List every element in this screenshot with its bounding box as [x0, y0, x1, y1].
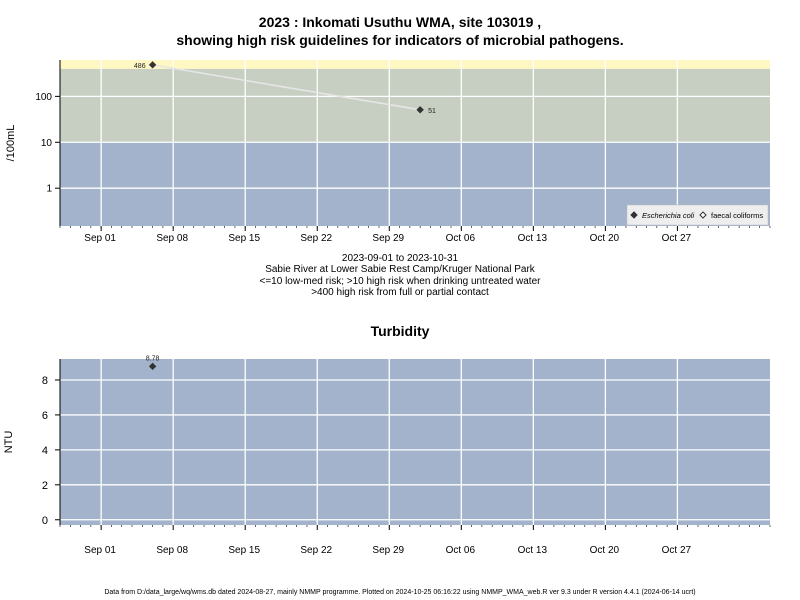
x-tick-label: Sep 22 [300, 545, 332, 556]
caption-site: Sabie River at Lower Sabie Rest Camp/Kru… [265, 264, 535, 275]
y-tick-label: 0 [42, 515, 48, 527]
x-tick-label: Oct 27 [662, 233, 692, 244]
x-tick-label: Oct 06 [446, 233, 476, 244]
caption-risk-contact: >400 high risk from full or partial cont… [311, 287, 489, 298]
legend-box [626, 204, 769, 226]
data-label: 51 [428, 108, 436, 115]
x-tick-label: Oct 20 [590, 233, 620, 244]
microbial-chart: 1 10 100/100mL Sep 01 Sep 08 Sep 15 Sep 22 Sep … [5, 60, 771, 244]
y-tick-label: 4 [42, 445, 48, 457]
x-tick-label: Oct 13 [518, 545, 548, 556]
y-tick-label: 1 [46, 184, 52, 195]
risk-band [60, 68, 770, 143]
data-label: 486 [134, 63, 146, 70]
y-tick-label: 8 [42, 375, 48, 387]
legend: Escherichia coli faecal coliforms [626, 204, 769, 226]
x-tick-label: Sep 15 [228, 545, 260, 556]
x-tick-label: Oct 20 [590, 545, 620, 556]
x-tick-label: Sep 15 [228, 233, 260, 244]
chart-title-line1: 2023 : Inkomati Usuthu WMA, site 103019 … [258, 14, 542, 30]
x-tick-label: Sep 29 [372, 545, 404, 556]
x-tick-label: Oct 27 [662, 545, 692, 556]
y-tick-label: 6 [42, 410, 48, 422]
data-point [148, 362, 157, 371]
risk-band [60, 60, 770, 69]
data-point [148, 61, 157, 69]
legend-marker-ecoli [630, 211, 638, 219]
x-tick-label: Sep 08 [156, 233, 188, 244]
x-tick-label: Sep 29 [372, 233, 404, 244]
chart-title-line2: showing high risk guidelines for indicat… [176, 32, 624, 48]
y-tick-label: 10 [41, 138, 53, 149]
x-tick-label: Sep 08 [156, 545, 188, 556]
legend-label-faecal: faecal coliforms [711, 211, 763, 220]
y-tick-label: 2 [42, 480, 48, 492]
plot-background [60, 359, 770, 525]
x-tick-label: Sep 01 [84, 545, 116, 556]
x-tick-label: Oct 13 [518, 233, 548, 244]
data-point [416, 106, 424, 114]
turbidity-chart: 0 2 4 6 8 NTU Sep 01 Sep 08 Sep 15 Sep 22 Sep 29 Oc… [3, 355, 771, 556]
caption-risk-drinking: <=10 low-med risk; >10 high risk when dr… [259, 276, 541, 287]
caption-date-range: 2023-09-01 to 2023-10-31 [341, 253, 459, 264]
y-axis-label: /100mL [5, 125, 17, 162]
legend-marker-faecal [699, 211, 707, 219]
series-line [152, 64, 421, 111]
y-tick-label: 100 [35, 92, 52, 103]
x-tick-label: Sep 01 [84, 233, 116, 244]
legend-label-ecoli: Escherichia coli [642, 211, 694, 220]
turbidity-title: Turbidity [370, 323, 430, 339]
footer-note: Data from D:/data_large/wq/wms.db dated … [104, 589, 696, 596]
y-axis-label: NTU [3, 431, 15, 454]
data-label: 8.78 [146, 355, 160, 362]
x-tick-label: Sep 22 [300, 233, 332, 244]
x-tick-label: Oct 06 [446, 545, 476, 556]
